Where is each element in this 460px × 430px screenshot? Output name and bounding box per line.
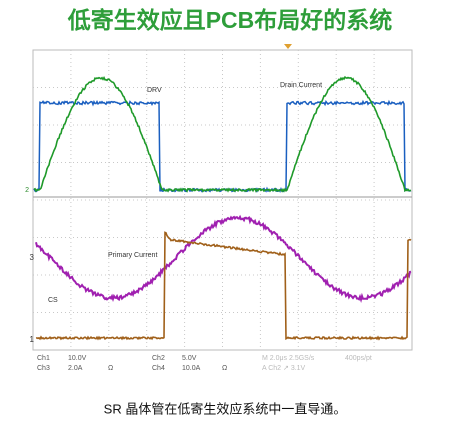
readout: 2.0A: [68, 365, 83, 372]
readout: Ch1: [37, 355, 50, 362]
readout: Ch3: [37, 365, 50, 372]
title: 低寄生效应且PCB布局好的系统: [67, 7, 393, 33]
primary-current-label: Primary Current: [108, 252, 157, 259]
readout: 10.0A: [182, 365, 201, 372]
drv-label: DRV: [147, 87, 162, 94]
caption: SR 晶体管在低寄生效应系统中一直导通。: [104, 401, 347, 416]
readout: 5.0V: [182, 355, 197, 362]
trigger-marker: [284, 44, 292, 49]
readout: 400ps/pt: [345, 355, 372, 362]
readout: Ch2: [152, 355, 165, 362]
readout: Ω: [222, 365, 227, 372]
drain-current-label: Drain Current: [280, 82, 322, 89]
readout: M 2.0μs 2.5GS/s: [262, 355, 315, 362]
readout: Ω: [108, 365, 113, 372]
readout: 10.0V: [68, 355, 87, 362]
readout: A Ch2 ↗ 3.1V: [262, 365, 306, 372]
ch1-marker: 1: [30, 335, 35, 344]
ch2-marker: 2: [25, 187, 29, 194]
cs-label: CS: [48, 297, 58, 304]
ch3-marker: 3: [30, 253, 35, 262]
readout: Ch4: [152, 365, 165, 372]
